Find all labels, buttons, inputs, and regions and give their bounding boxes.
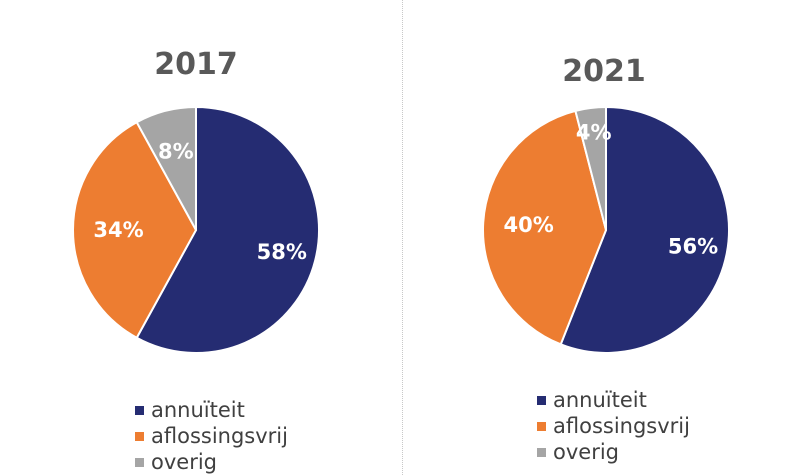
data-label-overig: 4% [576,120,612,144]
legend-label-overig: overig [553,440,619,464]
pie-slice-annuiteit [135,105,320,354]
pie-slice-aflossingsvrij [482,109,608,346]
data-label-aflossingsvrij: 34% [93,218,143,242]
chart-panel-2017: 2017 58% 34% 8% annuïteit aflossingsvrij o… [0,0,393,475]
chart-panel-2021: 2021 56% 40% 4% annuïteit aflossingsvrij o… [404,0,787,475]
data-label-overig: 8% [158,139,194,163]
data-label-aflossingsvrij: 40% [504,213,554,237]
legend-2017: annuïteit aflossingsvrij overig [135,397,288,475]
chart-title-2017: 2017 [154,47,238,82]
data-label-annuiteit: 58% [257,240,307,264]
legend-swatch-aflossingsvrij [537,421,546,431]
legend-swatch-annuiteit [135,405,144,415]
legend-item-aflossingsvrij: aflossingsvrij [537,413,690,439]
legend-swatch-aflossingsvrij [135,431,144,441]
legend-item-overig: overig [135,449,288,475]
pie-slice-overig [574,105,607,231]
legend-label-annuiteit: annuïteit [553,388,647,412]
legend-item-aflossingsvrij: aflossingsvrij [135,423,288,449]
pie-chart-2021: 56% 40% 4% [482,105,730,354]
data-label-annuiteit: 56% [668,235,718,259]
panel-divider [402,0,403,475]
legend-item-annuiteit: annuïteit [537,387,690,413]
legend-item-annuiteit: annuïteit [135,397,288,423]
pie-slice-overig [135,105,197,231]
legend-item-overig: overig [537,439,690,465]
chart-title-2021: 2021 [562,54,646,89]
legend-swatch-annuiteit [537,395,546,405]
legend-label-annuiteit: annuïteit [151,398,245,422]
pie-slice-annuiteit [559,105,730,354]
legend-label-aflossingsvrij: aflossingsvrij [151,424,288,448]
legend-label-aflossingsvrij: aflossingsvrij [553,414,690,438]
pie-chart-2017: 58% 34% 8% [72,105,320,354]
legend-swatch-overig [135,457,144,467]
legend-2021: annuïteit aflossingsvrij overig [537,387,690,465]
legend-label-overig: overig [151,450,217,474]
legend-swatch-overig [537,447,546,457]
